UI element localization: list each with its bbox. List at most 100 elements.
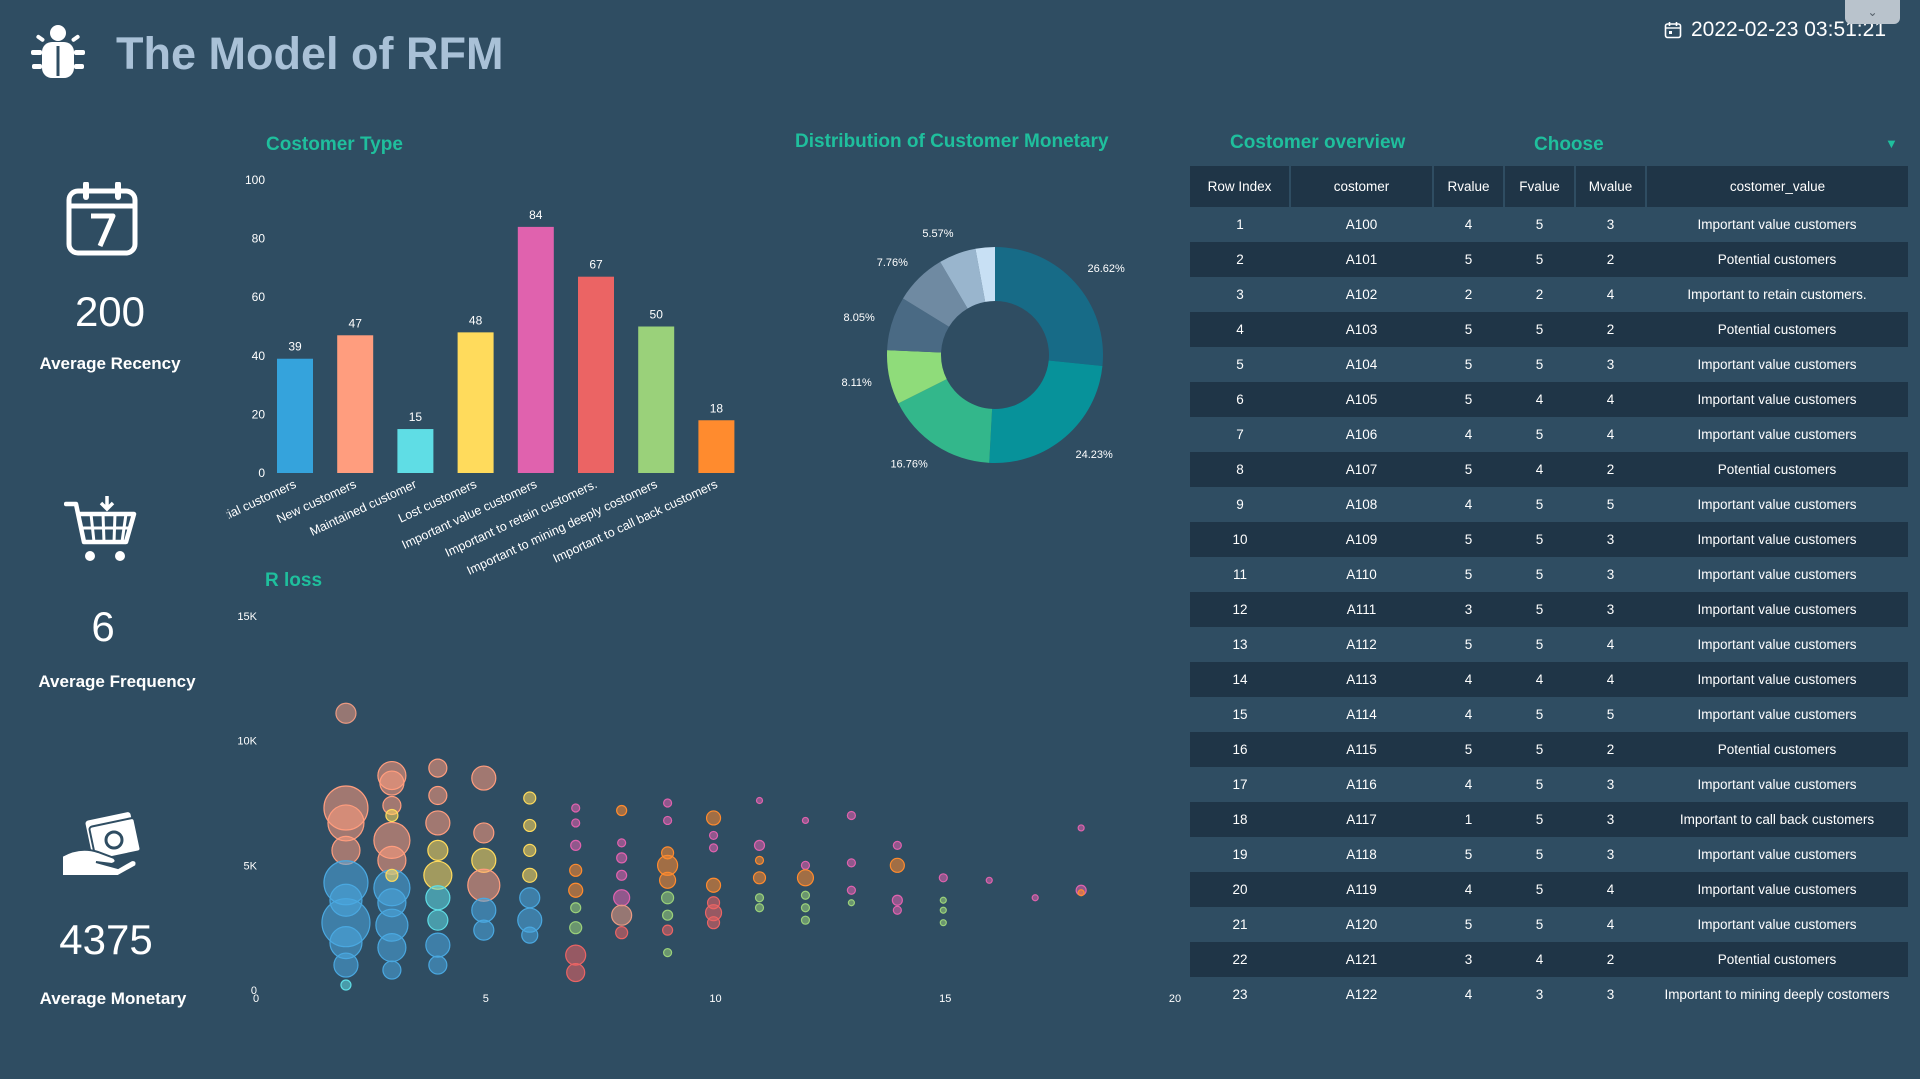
bubble-point[interactable] [340,979,352,991]
bubble-point[interactable] [427,839,449,861]
bubble-point[interactable] [846,810,857,821]
bubble-point[interactable] [1031,894,1039,902]
donut-slice[interactable] [887,350,947,404]
bubble-point[interactable] [611,904,633,926]
bubble-point[interactable] [331,835,361,865]
bubble-point[interactable] [569,921,583,935]
table-row[interactable]: 19 A118 5 5 3 Important value customers [1190,837,1908,872]
bubble-point[interactable] [938,873,948,883]
bubble-point[interactable] [800,903,811,913]
bubble-point[interactable] [471,897,497,923]
bubble-point[interactable] [425,885,451,911]
bubble-point[interactable] [892,905,902,915]
bubble-point[interactable] [892,840,902,850]
bubble-point[interactable] [616,869,628,881]
donut-slice[interactable] [940,248,986,309]
table-row[interactable]: 17 A116 4 5 3 Important value customers [1190,767,1908,802]
bubble-point[interactable] [385,868,399,882]
bubble-point[interactable] [616,804,628,817]
bubble-point[interactable] [335,702,357,724]
table-row[interactable]: 12 A111 3 5 3 Important value customers [1190,592,1908,627]
dropdown-arrow-icon[interactable]: ▼ [1885,136,1898,151]
bubble-point[interactable] [425,932,451,958]
table-row[interactable]: 4 A103 5 5 2 Potential customers [1190,312,1908,347]
bar[interactable] [397,429,434,473]
bubble-point[interactable] [985,876,993,884]
bar[interactable] [578,276,614,473]
table-row[interactable]: 9 A108 4 5 5 Important value customers [1190,487,1908,522]
table-row[interactable]: 16 A115 5 5 2 Potential customers [1190,732,1908,767]
column-header[interactable]: Rvalue [1432,166,1504,207]
table-row[interactable]: 6 A105 5 4 4 Important value customers [1190,382,1908,417]
bubble-point[interactable] [939,919,947,927]
bubble-point[interactable] [519,887,541,909]
bubble-point[interactable] [706,916,721,930]
table-row[interactable]: 14 A113 4 4 4 Important value customers [1190,662,1908,697]
bubble-point[interactable] [939,896,947,904]
bubble-point[interactable] [755,796,764,805]
bubble-point[interactable] [660,891,675,905]
bubble-point[interactable] [617,838,627,848]
bubble-point[interactable] [473,919,495,941]
table-row[interactable]: 10 A109 5 5 3 Important value customers [1190,522,1908,557]
bubble-point[interactable] [523,843,537,857]
table-row[interactable]: 21 A120 5 5 4 Important value customers [1190,907,1908,942]
column-header[interactable]: costomer_value [1645,166,1908,207]
bar[interactable] [517,226,554,473]
bubble-point[interactable] [662,948,673,958]
bubble-point[interactable] [662,798,673,808]
bubble-point[interactable] [570,839,582,851]
bubble-point[interactable] [754,855,765,865]
bubble-point[interactable] [467,868,501,902]
bubble-point[interactable] [891,894,903,906]
choose-dropdown[interactable]: Choose [1534,134,1604,155]
bubble-point[interactable] [661,909,674,921]
bar[interactable] [638,326,675,474]
bubble-point[interactable] [616,852,628,864]
bubble-point[interactable] [428,785,448,806]
bubble-point[interactable] [754,903,765,913]
bubble-point[interactable] [658,871,677,889]
bubble-point[interactable] [333,952,359,978]
bubble-point[interactable] [385,808,399,823]
table-row[interactable]: 11 A110 5 5 3 Important value customers [1190,557,1908,592]
bubble-point[interactable] [327,804,365,842]
column-header[interactable]: Fvalue [1503,166,1575,207]
table-row[interactable]: 13 A112 5 5 4 Important value customers [1190,627,1908,662]
bubble-point[interactable] [800,915,811,925]
donut-slice[interactable] [898,379,993,463]
column-header[interactable]: Row Index [1190,166,1290,207]
bubble-point[interactable] [800,860,811,870]
donut-slice[interactable] [989,360,1103,463]
bubble-point[interactable] [571,803,581,813]
bubble-point[interactable] [662,815,673,826]
bubble-point[interactable] [1077,824,1085,832]
table-row[interactable]: 20 A119 4 5 4 Important value customers [1190,872,1908,907]
bubble-point[interactable] [1077,889,1085,897]
bubble-point[interactable] [427,909,449,931]
bubble-point[interactable] [708,843,719,853]
column-header[interactable]: costomer [1289,166,1433,207]
table-row[interactable]: 22 A121 3 4 2 Potential customers [1190,942,1908,977]
bubble-point[interactable] [613,889,631,907]
bubble-point[interactable] [568,882,584,898]
table-row[interactable]: 18 A117 1 5 3 Important to call back customer… [1190,802,1908,837]
bubble-point[interactable] [428,758,448,778]
bubble-point[interactable] [569,863,583,877]
bubble-point[interactable] [847,899,856,907]
donut-slice[interactable] [887,298,949,353]
bubble-point[interactable] [889,857,905,873]
bar[interactable] [277,358,313,473]
collapse-button[interactable]: ⌄ [1845,0,1900,24]
bubble-point[interactable] [425,810,451,836]
bar[interactable] [698,420,735,473]
bubble-point[interactable] [752,871,767,885]
column-header[interactable]: Mvalue [1574,166,1646,207]
bubble-point[interactable] [423,860,453,890]
bubble-point[interactable] [796,869,815,887]
table-row[interactable]: 23 A122 4 3 3 Important to mining deeply cost… [1190,977,1908,1012]
bubble-point[interactable] [379,770,405,796]
table-row[interactable]: 15 A114 4 5 5 Important value customers [1190,697,1908,732]
bubble-point[interactable] [754,893,765,903]
bubble-point[interactable] [522,867,538,883]
